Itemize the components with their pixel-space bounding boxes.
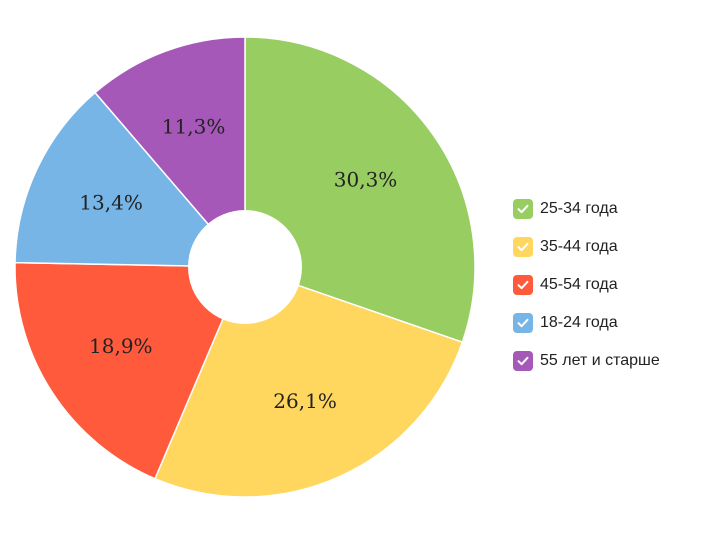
slice-label-2: 26,1% [273,389,337,413]
legend-item-1[interactable]: 25-34 года [513,190,698,228]
legend-label: 35-44 года [540,238,618,255]
pie-slice-1[interactable] [244,36,476,344]
pie-slice-3[interactable] [14,261,247,480]
checkmark-icon[interactable] [513,351,533,371]
legend-item-3[interactable]: 45-54 года [513,266,698,304]
legend-item-2[interactable]: 35-44 года [513,228,698,266]
checkmark-icon[interactable] [513,237,533,257]
slices-layer [14,36,476,498]
pie-slice-2[interactable] [154,266,464,498]
pie-slice-5[interactable] [94,36,246,270]
donut-hole [188,210,302,324]
legend: 25-34 года 35-44 года 45-54 года 18-24 года… [513,190,698,380]
slice-label-1: 30,3% [334,168,398,192]
labels-layer: 30,3% 26,1% 18,9% 13,4% 11,3% [79,115,397,413]
pie-slice-4[interactable] [14,91,247,268]
checkmark-icon[interactable] [513,275,533,295]
legend-label: 55 лет и старше [540,352,660,369]
legend-item-5[interactable]: 55 лет и старше [513,342,698,380]
slice-label-5: 11,3% [162,115,226,139]
legend-item-4[interactable]: 18-24 года [513,304,698,342]
slice-label-4: 13,4% [79,190,143,214]
legend-label: 25-34 года [540,200,618,217]
checkmark-icon[interactable] [513,199,533,219]
legend-label: 45-54 года [540,276,618,293]
legend-label: 18-24 года [540,314,618,331]
checkmark-icon[interactable] [513,313,533,333]
slice-label-3: 18,9% [89,334,153,358]
